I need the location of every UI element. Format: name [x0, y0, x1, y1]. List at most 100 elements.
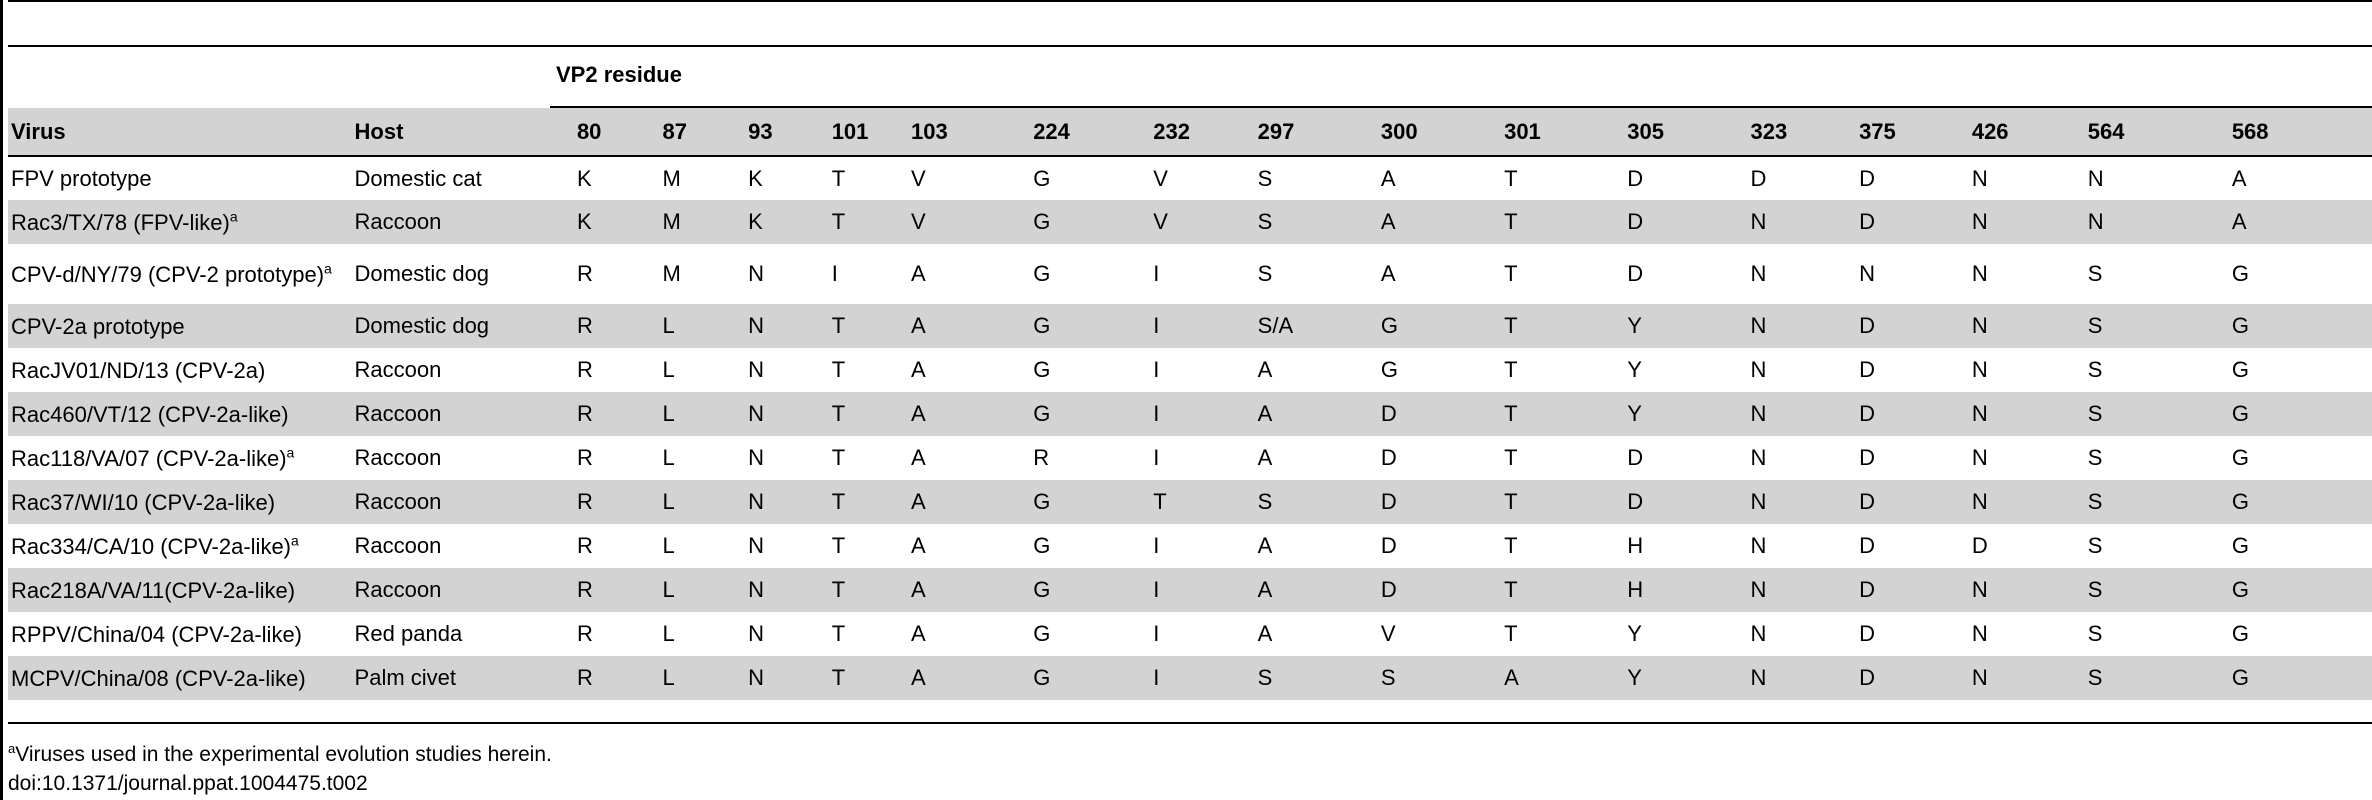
residue-cell: L: [662, 577, 675, 602]
residue-cell: G: [1033, 357, 1051, 382]
virus-name: Rac118/VA/07 (CPV-2a-like): [11, 445, 287, 471]
column-header-residue-426: 426: [1968, 108, 2085, 157]
residue-cell: N: [1750, 621, 1767, 646]
residue-cell: T: [831, 357, 846, 382]
vp2-residue-rule: [550, 106, 2372, 108]
residue-cell: L: [662, 533, 675, 558]
residue-cell: N: [748, 577, 765, 602]
residue-cell: N: [1971, 577, 1988, 602]
residue-cell: D: [1380, 489, 1397, 514]
residue-cell: T: [1504, 165, 1518, 191]
residue-cell: S: [1257, 665, 1273, 690]
residue-cell: I: [831, 261, 838, 286]
residue-cell: T: [831, 621, 846, 646]
residue-cell: S/A: [1257, 313, 1294, 338]
doi-text: doi:10.1371/journal.ppat.1004475.t002: [8, 772, 368, 795]
residue-cell: V: [1153, 165, 1168, 191]
column-header-residue-300: 300: [1377, 108, 1502, 157]
residue-cell: D: [1627, 261, 1644, 286]
residue-cell: G: [2231, 533, 2249, 558]
virus-name: Rac218A/VA/11(CPV-2a-like): [11, 577, 296, 603]
virus-cell: Rac334/CA/10 (CPV-2a-like)a: [8, 524, 352, 568]
residue-cell: D: [1627, 445, 1644, 470]
residue-cell: K: [576, 165, 592, 191]
table-row: Rac334/CA/10 (CPV-2a-like)a Raccoon R L N T A G…: [8, 524, 2372, 568]
residue-cell: A: [911, 533, 926, 558]
column-header-residue-305: 305: [1624, 108, 1748, 157]
residue-cell: A: [1257, 357, 1273, 382]
residue-cell: G: [1033, 489, 1051, 514]
residue-cell: D: [1859, 577, 1875, 602]
virus-name: Rac37/WI/10 (CPV-2a-like): [11, 489, 276, 515]
residue-cell: K: [576, 209, 592, 234]
column-header-residue-224: 224: [1030, 108, 1151, 157]
residue-cell: S: [1257, 489, 1273, 514]
residue-cell: R: [576, 445, 593, 470]
residue-cell: A: [911, 313, 926, 338]
residue-cell: N: [1971, 209, 1988, 234]
table-row: Rac118/VA/07 (CPV-2a-like)a Raccoon R L N T A R…: [8, 436, 2372, 480]
residue-cell: T: [1504, 533, 1518, 558]
host-cell: Raccoon: [354, 357, 442, 382]
residue-cell: G: [2231, 621, 2249, 646]
residue-cell: K: [748, 209, 763, 234]
residue-cell: S: [2087, 357, 2103, 382]
residue-cell: G: [1033, 401, 1051, 426]
table-bottom-rule: [8, 722, 2372, 724]
residue-cell: T: [1504, 209, 1518, 234]
virus-name: CPV-d/NY/79 (CPV-2 prototype): [11, 261, 325, 287]
column-header-residue-80: 80: [573, 108, 660, 157]
residue-cell: T: [831, 209, 846, 234]
residue-cell: N: [748, 665, 765, 690]
virus-cell: CPV-2a prototype: [8, 304, 352, 348]
residue-cell: N: [1750, 577, 1767, 602]
virus-name: Rac334/CA/10 (CPV-2a-like): [11, 533, 292, 559]
virus-cell: Rac37/WI/10 (CPV-2a-like): [8, 480, 352, 524]
virus-footnote-marker: a: [286, 444, 295, 461]
residue-cell: A: [911, 577, 926, 602]
virus-cell: RacJV01/ND/13 (CPV-2a): [8, 348, 352, 392]
residue-cell: A: [911, 261, 926, 286]
residue-cell: D: [1859, 357, 1875, 382]
residue-cell: G: [1033, 209, 1051, 234]
residue-cell: S: [2087, 313, 2103, 338]
virus-name: RacJV01/ND/13 (CPV-2a): [11, 357, 266, 383]
residue-cell: T: [1504, 577, 1518, 602]
residue-cell: T: [1504, 401, 1518, 426]
residue-cell: D: [1380, 401, 1397, 426]
virus-name: Rac3/TX/78 (FPV-like): [11, 209, 230, 235]
virus-name: Rac460/VT/12 (CPV-2a-like): [11, 401, 289, 427]
table-row: Rac460/VT/12 (CPV-2a-like) Raccoon R L N T A G I…: [8, 392, 2372, 436]
footnote: aViruses used in the experimental evolut…: [8, 740, 552, 770]
residue-cell: S: [2087, 621, 2103, 646]
residue-cell: A: [911, 401, 926, 426]
virus-footnote-marker: a: [229, 208, 238, 225]
column-header-host: Host: [351, 108, 574, 157]
residue-cell: Y: [1627, 665, 1642, 690]
residue-cell: N: [1750, 489, 1767, 514]
residue-cell: D: [1859, 445, 1875, 470]
residue-cell: A: [1504, 665, 1519, 690]
header-top-rule: [8, 45, 2372, 47]
residue-cell: A: [1257, 401, 1273, 426]
residue-cell: D: [1859, 165, 1875, 191]
virus-cell: FPV prototype: [8, 156, 352, 200]
residue-cell: A: [911, 621, 926, 646]
residue-cell: I: [1153, 445, 1160, 470]
left-border: [0, 0, 3, 800]
residue-cell: H: [1627, 533, 1644, 558]
residue-cell: L: [662, 489, 675, 514]
residue-cell: T: [831, 577, 846, 602]
residue-cell: I: [1153, 357, 1160, 382]
residue-cell: N: [1971, 621, 1988, 646]
residue-cell: N: [1750, 445, 1767, 470]
residue-cell: R: [576, 621, 593, 646]
virus-cell: Rac218A/VA/11(CPV-2a-like): [8, 568, 352, 612]
table-row: CPV-d/NY/79 (CPV-2 prototype)a Domestic d…: [8, 244, 2372, 304]
residue-cell: G: [1380, 313, 1398, 338]
residue-cell: D: [1627, 489, 1644, 514]
table-row: RacJV01/ND/13 (CPV-2a) Raccoon R L N T A G I A G T Y…: [8, 348, 2372, 392]
residue-cell: I: [1153, 261, 1160, 286]
residue-cell: D: [1627, 209, 1644, 234]
